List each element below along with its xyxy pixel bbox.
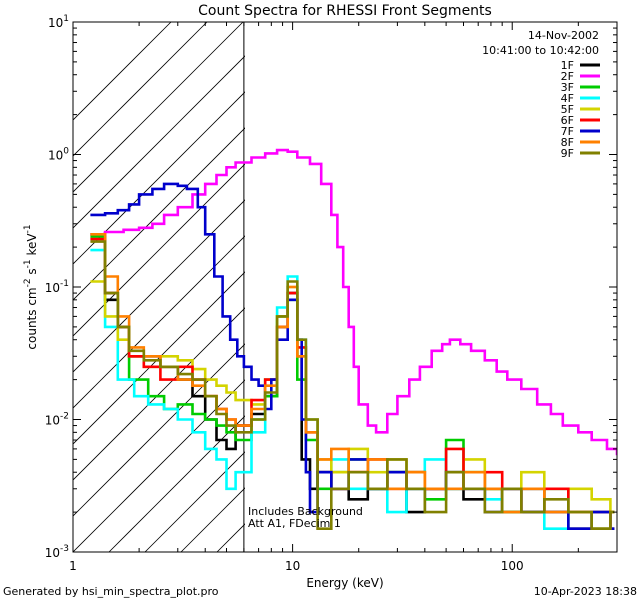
- hatch-line: [73, 379, 245, 552]
- hatch-line: [73, 199, 245, 373]
- axis-ticks: [72, 21, 618, 553]
- hatch-line: [144, 451, 245, 552]
- legend-label-3F: 3F: [561, 81, 574, 94]
- date-label: 14-Nov-2002: [528, 29, 599, 42]
- legend-label-2F: 2F: [561, 70, 574, 83]
- legend-label-9F: 9F: [561, 147, 574, 160]
- hatch-line: [108, 415, 245, 552]
- y-tick-label: 10-2: [45, 412, 69, 428]
- series-8F-line: [90, 233, 615, 530]
- time-range-label: 10:41:00 to 10:42:00: [482, 44, 599, 57]
- hatch-line: [73, 22, 172, 121]
- axis-tick-labels: 1 10 100 10-3 10-2 10-1 100 101: [45, 14, 524, 573]
- ylabel-exponent: -2: [23, 278, 33, 287]
- footer-timestamp: 10-Apr-2023 18:38: [534, 585, 637, 598]
- legend-label-4F: 4F: [561, 92, 574, 105]
- hatch-line: [73, 271, 245, 445]
- ylabel-part: counts cm: [25, 287, 39, 349]
- series-layer: [90, 148, 617, 530]
- footer-generated-by: Generated by hsi_min_spectra_plot.pro: [3, 585, 219, 598]
- hatch-line: [73, 307, 245, 481]
- hatch-line: [577, 22, 640, 552]
- series-2F-line: [90, 148, 617, 456]
- y-tick-label: 101: [48, 14, 69, 30]
- legend-label-5F: 5F: [561, 103, 574, 116]
- series-5F-line: [90, 280, 615, 514]
- hatch-line: [73, 91, 245, 265]
- legend-label-8F: 8F: [561, 136, 574, 149]
- y-tick-label: 100: [48, 147, 69, 163]
- series-9F-line: [90, 240, 615, 530]
- y-tick-label: 10-3: [45, 544, 69, 560]
- hatch-line: [73, 163, 245, 337]
- series-1F-line: [90, 233, 615, 530]
- hatch-line: [73, 22, 208, 157]
- hatch-region: [73, 22, 640, 552]
- x-axis-label: Energy (keV): [306, 576, 383, 590]
- legend-label-6F: 6F: [561, 114, 574, 127]
- hatch-line: [73, 22, 244, 193]
- x-tick-label: 10: [285, 559, 300, 573]
- y-tick-label: 10-1: [45, 279, 69, 295]
- hatch-line: [73, 55, 245, 229]
- ylabel-part: keV: [25, 233, 39, 260]
- x-tick-label: 1: [69, 559, 77, 573]
- hatch-line: [216, 523, 245, 552]
- hatch-line: [541, 22, 640, 552]
- y-axis-label: counts cm-2 s-1 keV-1: [23, 224, 39, 349]
- hatch-line: [397, 22, 640, 552]
- x-tick-label: 100: [501, 559, 524, 573]
- ylabel-part: s: [25, 268, 39, 278]
- ylabel-exponent: -1: [23, 259, 33, 268]
- hatch-line: [73, 235, 245, 409]
- hatch-line: [73, 343, 245, 517]
- hatch-line: [73, 127, 245, 301]
- annotation-attenuator: Att A1, FDecim 1: [248, 517, 341, 530]
- legend-label-1F: 1F: [561, 59, 574, 72]
- annotation-background: Includes Background: [248, 505, 363, 518]
- ylabel-exponent: -1: [23, 224, 33, 233]
- series-3F-line: [90, 235, 615, 530]
- chart-title: Count Spectra for RHESSI Front Segments: [198, 3, 492, 19]
- legend-label-7F: 7F: [561, 125, 574, 138]
